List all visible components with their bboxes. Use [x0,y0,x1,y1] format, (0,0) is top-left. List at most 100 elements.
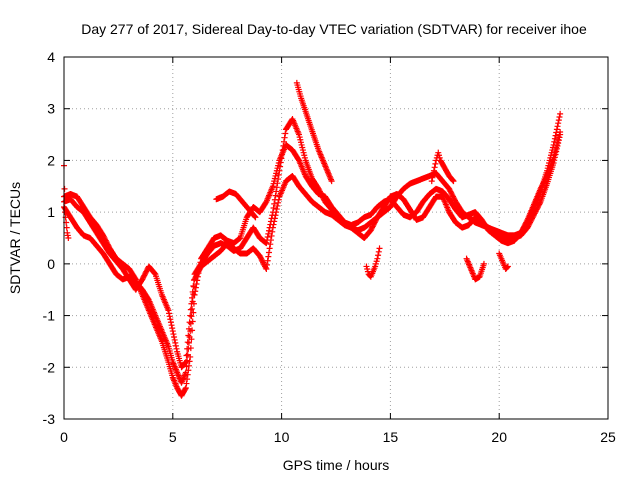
data-point [432,160,439,167]
x-tick-label: 15 [383,429,399,445]
x-axis-ticks: 0 5 10 15 20 25 [60,57,616,445]
y-tick-label: 0 [47,256,55,272]
data-point [264,237,271,244]
data-point [265,227,272,234]
data-point [263,266,270,273]
data-point [268,215,275,222]
data-point [375,252,382,259]
data-point [275,199,282,206]
data-point [557,128,564,135]
data-point [184,376,191,383]
series-segment-i [463,255,487,283]
data-point [267,218,274,225]
data-point [182,359,189,366]
data-point [450,178,457,185]
data-point [271,200,278,207]
data-point [273,206,280,213]
data-point [556,113,563,120]
data-point [279,151,286,158]
x-tick-label: 0 [60,429,68,445]
data-point [188,300,195,307]
data-point [189,305,196,312]
x-tick-label: 5 [169,429,177,445]
data-point [187,312,194,319]
data-point [169,325,176,332]
x-tick-label: 20 [491,429,507,445]
data-point [184,345,191,352]
data-point [173,345,180,352]
data-point [266,245,273,252]
y-tick-label: 4 [47,49,55,65]
data-point [171,336,178,343]
y-tick-label: 3 [47,101,55,117]
data-point [430,171,437,178]
data-point [62,209,69,216]
data-point [278,155,285,162]
series-segment-g [363,245,383,280]
data-point [269,228,276,235]
data-point [504,263,511,270]
data-point [277,159,284,166]
series-segment-e [213,188,259,221]
data-point [281,134,288,141]
series-segment-j [496,250,511,273]
data-point [376,245,383,252]
data-point [252,214,259,221]
series-segment-h [428,149,457,185]
data-point [166,310,173,317]
data-point [185,325,192,332]
data-point [428,178,435,185]
x-tick-label: 25 [600,429,616,445]
data-point [375,248,382,255]
data-point [65,235,72,241]
data-point [263,240,270,247]
data-point [552,132,559,139]
data-point [184,351,191,358]
data-point [273,184,280,191]
data-point [273,188,280,195]
data-point [557,110,564,117]
data-point [275,176,282,183]
data-point [251,213,258,220]
data-point [265,249,272,256]
data-point [171,333,178,340]
data-point [274,202,281,209]
data-point [543,174,550,181]
data-point [430,167,437,174]
data-point [169,328,176,335]
data-point [449,177,456,184]
series-track-c [61,116,564,371]
data-point [282,130,289,137]
data-point [186,319,193,326]
data-point [280,138,287,145]
data-point [189,288,196,295]
chart-title: Day 277 of 2017, Sidereal Day-to-day VTE… [81,21,587,37]
data-point [182,384,189,391]
data-point [170,331,177,338]
series-segment-f [293,79,335,185]
data-point [266,224,273,231]
data-point [172,339,179,346]
data-point [168,322,175,329]
data-point [551,135,558,142]
data-point [271,196,278,203]
data-point [267,221,274,228]
data-point [268,232,275,239]
data-point [536,200,543,207]
data-point [185,332,192,339]
data-point [165,307,172,314]
data-point [523,218,530,225]
data-point [272,192,279,199]
data-point [480,260,487,267]
data-point [184,339,191,346]
data-point [504,264,511,271]
data-point [172,342,179,349]
data-point [429,174,436,181]
data-point [264,257,271,264]
data-point [555,117,562,124]
y-axis-label: SDTVAR / TECUs [7,182,23,294]
y-tick-label: -3 [43,411,56,427]
data-point [274,180,281,187]
